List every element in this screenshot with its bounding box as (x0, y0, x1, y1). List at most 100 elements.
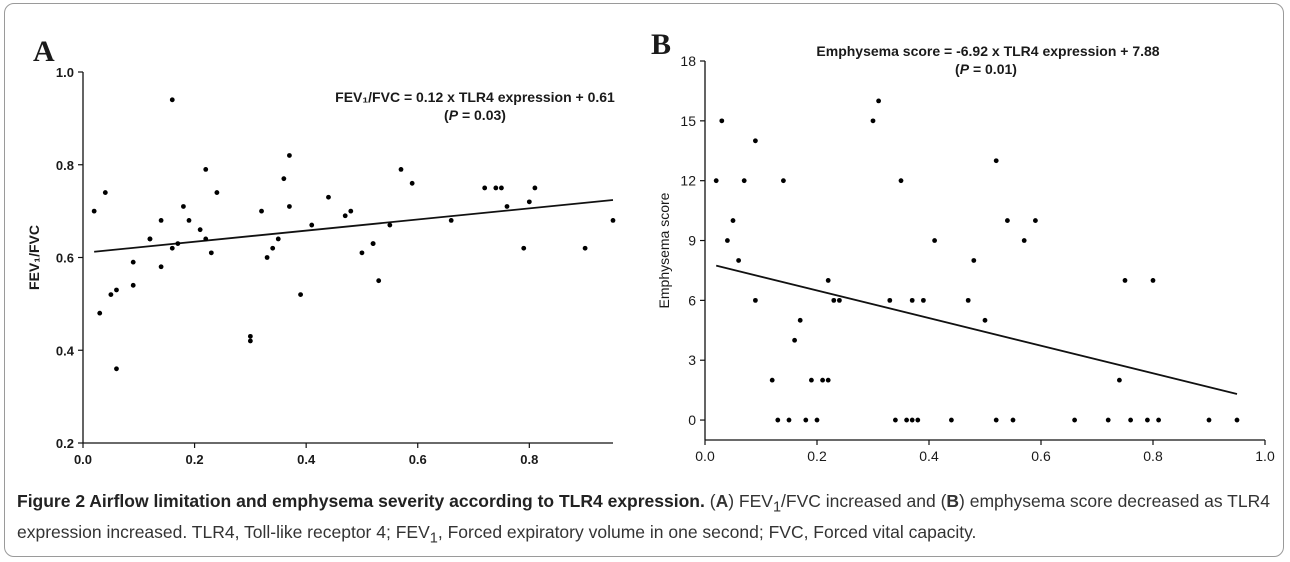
data-point (837, 297, 842, 303)
data-point (197, 227, 203, 233)
data-point (532, 185, 538, 191)
data-point (264, 255, 270, 260)
data-point (965, 297, 971, 303)
y-tick-label: 0.8 (56, 158, 74, 173)
caption-text: (A) FEV1/FVC increased and (B) emphysema… (17, 491, 1270, 546)
data-point (287, 204, 292, 209)
data-point (831, 297, 837, 303)
data-point (499, 185, 504, 191)
data-point (526, 199, 532, 205)
y-tick-label: 0 (688, 412, 696, 428)
data-point (281, 176, 287, 182)
data-point (376, 278, 382, 284)
x-tick-label: 0.2 (807, 448, 827, 464)
x-tick-label: 0.0 (695, 448, 715, 464)
data-point (898, 178, 904, 184)
y-tick-label: 6 (688, 292, 696, 308)
caption-title: Figure 2 Airflow limitation and emphysem… (17, 491, 705, 511)
data-point (259, 208, 264, 214)
data-point (91, 208, 97, 214)
data-point (730, 218, 736, 223)
data-point (247, 333, 253, 339)
data-point (582, 245, 588, 251)
y-tick-label: 18 (680, 53, 696, 69)
panel-label-b: B (651, 28, 671, 61)
data-point (181, 204, 186, 209)
data-point (915, 417, 921, 423)
data-point (1150, 278, 1156, 283)
x-axis-label: TLR4 (948, 472, 983, 474)
data-point (359, 250, 365, 256)
regression-equation: FEV₁/FVC = 0.12 x TLR4 expression + 0.61 (335, 89, 615, 105)
data-point (287, 153, 292, 158)
figure-frame: A0.20.40.60.81.00.00.20.40.60.8TLR4 Expr… (4, 3, 1284, 557)
figure-caption: Figure 2 Airflow limitation and emphysem… (17, 489, 1277, 550)
data-point (993, 417, 999, 423)
data-point (887, 297, 893, 303)
data-point (521, 245, 527, 251)
regression-line (94, 199, 614, 253)
data-point (781, 178, 786, 184)
y-tick-label: 0.6 (56, 251, 74, 266)
data-point (1021, 238, 1027, 243)
data-point (753, 297, 758, 303)
x-tick-label: 0.6 (1031, 448, 1051, 464)
p-value-label: (P = 0.03) (444, 107, 506, 123)
data-point (1234, 417, 1240, 423)
data-point (971, 258, 977, 263)
data-point (108, 292, 114, 297)
y-tick-label: 12 (680, 173, 696, 189)
x-tick-label: 0.6 (409, 452, 427, 467)
data-point (309, 222, 315, 228)
data-point (275, 236, 281, 242)
data-point (909, 297, 915, 303)
data-point (175, 241, 181, 246)
data-point (387, 222, 393, 228)
data-point (1010, 417, 1016, 423)
data-point (775, 417, 781, 423)
data-point (158, 218, 164, 223)
data-point (130, 259, 136, 265)
data-point (1005, 218, 1010, 223)
data-point (114, 366, 119, 372)
data-point (1117, 377, 1122, 383)
data-point (769, 377, 775, 383)
data-point (147, 236, 153, 242)
data-point (203, 236, 209, 242)
data-point (904, 417, 909, 423)
data-point (741, 178, 747, 184)
data-point (820, 377, 825, 383)
x-tick-label: 0.0 (74, 452, 92, 467)
data-point (809, 377, 814, 383)
data-point (493, 185, 499, 191)
data-point (803, 417, 809, 423)
y-axis-label: Emphysema score (656, 192, 672, 308)
data-point (1206, 417, 1212, 423)
panel-label-a: A (33, 35, 55, 68)
y-tick-label: 0.4 (56, 343, 75, 358)
data-point (921, 297, 926, 303)
data-point (342, 213, 348, 219)
data-point (786, 417, 792, 423)
data-point (158, 264, 164, 270)
x-tick-label: 0.4 (919, 448, 939, 464)
data-point (186, 218, 192, 223)
data-point (169, 245, 175, 251)
x-tick-label: 1.0 (1255, 448, 1275, 464)
data-point (876, 98, 881, 104)
data-point (1145, 417, 1150, 423)
data-point (504, 204, 510, 209)
data-point (1122, 278, 1128, 283)
data-point (792, 337, 797, 343)
data-point (326, 194, 331, 200)
data-point (169, 97, 175, 103)
data-point (203, 166, 209, 172)
data-point (753, 138, 758, 144)
data-point (725, 238, 730, 243)
data-point (214, 190, 220, 195)
y-tick-label: 0.2 (56, 436, 74, 451)
data-point (270, 245, 276, 251)
data-point (247, 338, 253, 344)
data-point (909, 417, 915, 423)
data-point (130, 282, 136, 288)
